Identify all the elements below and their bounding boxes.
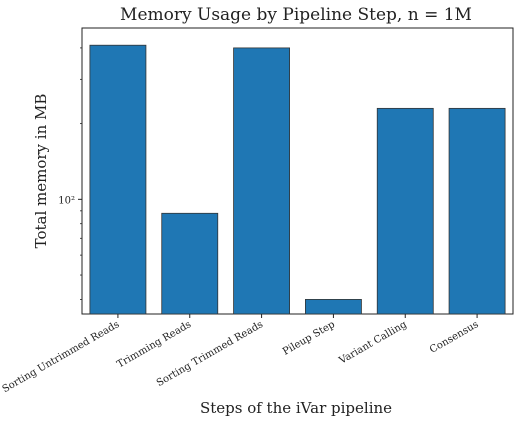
x-tick-label-0: Sorting Untrimmed Reads: [1, 319, 122, 395]
bar-0: [89, 44, 147, 315]
chart-title: Memory Usage by Pipeline Step, n = 1M: [120, 5, 472, 25]
plot-frame: [81, 27, 514, 315]
y-axis-label: Total memory in MB: [32, 94, 50, 249]
y-ticks-group: 10²: [58, 47, 82, 300]
x-tick-label-3: Pileup Step: [281, 319, 337, 358]
bar-2: [233, 47, 290, 315]
bar-4: [376, 107, 434, 315]
x-tick-label-1: Trimming Reads: [115, 319, 193, 370]
x-tick-label-5: Consensus: [428, 319, 481, 356]
bars-group: [89, 44, 506, 315]
bar-3: [305, 299, 362, 315]
bar-1: [161, 212, 219, 315]
bar-5: [448, 107, 506, 315]
x-tick-label-4: Variant Calling: [337, 319, 410, 367]
y-tick-label-0: 10²: [58, 195, 75, 206]
x-axis-label: Steps of the iVar pipeline: [200, 399, 392, 417]
